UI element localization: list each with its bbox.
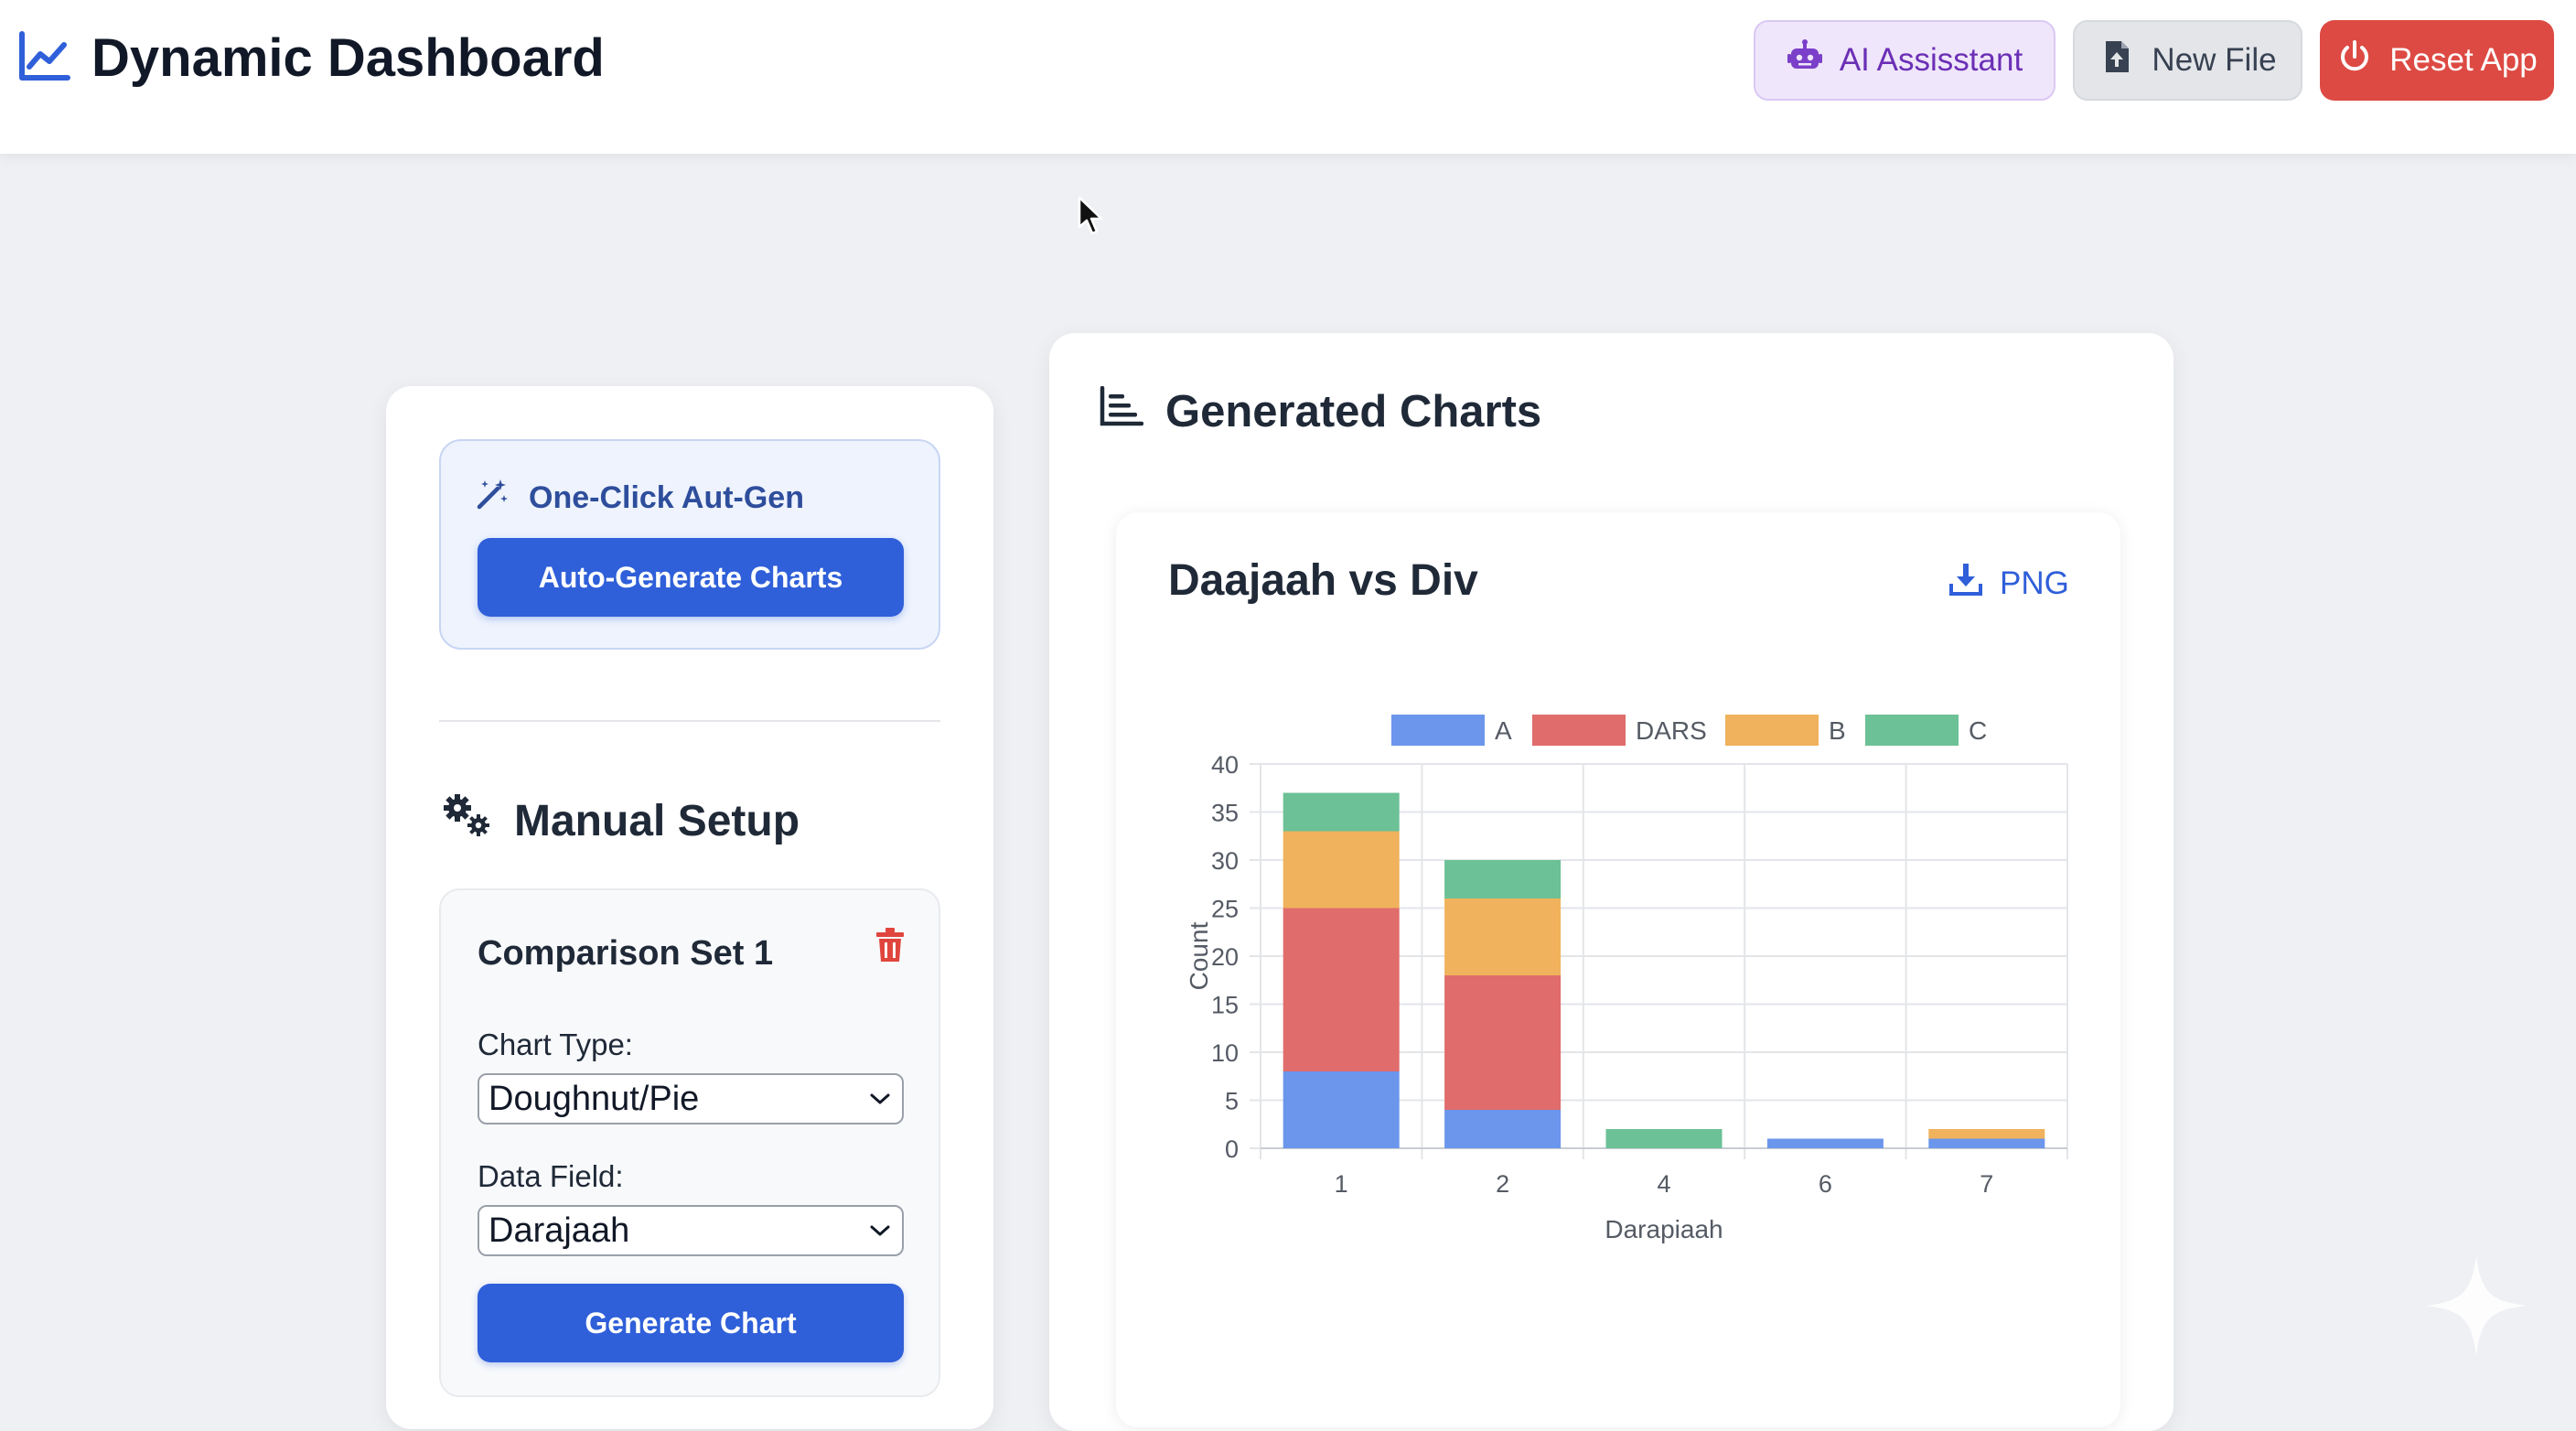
data-field-select[interactable]: Darajaah xyxy=(478,1205,904,1256)
top-bar: Dynamic Dashboard AI Assisstant New File… xyxy=(0,0,2576,154)
auto-generate-card: One-Click Aut-Gen Auto-Generate Charts xyxy=(439,439,940,650)
generate-chart-button[interactable]: Generate Chart xyxy=(478,1284,904,1362)
legend-swatch-dars xyxy=(1532,715,1626,746)
x-tick-label: 1 xyxy=(1335,1170,1348,1198)
bar-segment-a xyxy=(1283,1071,1400,1148)
y-tick-label: 40 xyxy=(1211,751,1239,779)
file-upload-icon xyxy=(2098,38,2152,83)
stacked-bar-chart: 0 5 10 15 20 25 30 35 40 1 2 4 6 7 Darapiaah Count A DARS… xyxy=(1185,715,2068,1243)
ai-assistant-button[interactable]: AI Assisstant xyxy=(1754,20,2055,101)
y-tick-label: 5 xyxy=(1225,1088,1239,1115)
robot-icon xyxy=(1787,38,1840,83)
bar-segment-a xyxy=(1766,1138,1884,1148)
generated-charts-heading: Generated Charts xyxy=(1100,385,1542,437)
y-axis-title: Count xyxy=(1185,921,1213,990)
bar-segment-c xyxy=(1444,860,1562,898)
divider xyxy=(439,720,940,722)
magic-wand-icon xyxy=(476,478,529,519)
trash-icon[interactable] xyxy=(875,927,906,963)
manual-setup-title: Manual Setup xyxy=(514,796,800,845)
comparison-set-title: Comparison Set 1 xyxy=(478,934,774,973)
legend-swatch-a xyxy=(1391,715,1485,746)
download-png-label: PNG xyxy=(2000,565,2069,601)
legend-label-a: A xyxy=(1495,716,1512,745)
chart-type-value: Doughnut/Pie xyxy=(488,1079,700,1118)
app-title: Dynamic Dashboard xyxy=(91,28,605,88)
reset-app-button[interactable]: Reset App xyxy=(2320,20,2554,101)
power-icon xyxy=(2336,38,2389,83)
bar-chart-icon xyxy=(1100,385,1165,437)
x-tick-label: 7 xyxy=(1980,1170,1993,1198)
line-chart-icon xyxy=(16,28,71,88)
bar-segment-b xyxy=(1928,1129,2045,1139)
generated-charts-title: Generated Charts xyxy=(1165,387,1542,436)
comparison-set-card: Comparison Set 1 Chart Type: Doughnut/Pi… xyxy=(439,888,940,1397)
data-field-label: Data Field: xyxy=(478,1159,624,1193)
y-tick-label: 35 xyxy=(1211,800,1239,827)
brand: Dynamic Dashboard xyxy=(16,27,605,89)
y-tick-label: 0 xyxy=(1225,1135,1239,1163)
sparkle-icon xyxy=(2426,1255,2527,1361)
reset-app-label: Reset App xyxy=(2389,42,2538,78)
y-tick-label: 10 xyxy=(1211,1039,1239,1067)
y-tick-label: 15 xyxy=(1211,992,1239,1019)
new-file-label: New File xyxy=(2152,42,2277,78)
download-icon xyxy=(1948,562,2000,605)
chart-type-select[interactable]: Doughnut/Pie xyxy=(478,1073,904,1124)
legend-label-dars: DARS xyxy=(1636,716,1707,745)
data-field-value: Darajaah xyxy=(488,1210,630,1250)
gears-icon xyxy=(439,791,514,850)
bar-segment-c xyxy=(1605,1129,1723,1148)
legend-label-c: C xyxy=(1969,716,1987,745)
legend-swatch-c xyxy=(1865,715,1959,746)
mouse-cursor-icon xyxy=(1078,196,1105,241)
manual-setup-heading: Manual Setup xyxy=(439,791,800,850)
bar-segment-b xyxy=(1283,831,1400,909)
bar-segment-c xyxy=(1283,792,1400,832)
bar-segment-a xyxy=(1928,1138,2045,1148)
bar-segment-dars xyxy=(1444,975,1562,1110)
auto-generate-charts-button[interactable]: Auto-Generate Charts xyxy=(478,538,904,617)
y-tick-label: 25 xyxy=(1211,896,1239,923)
y-tick-label: 30 xyxy=(1211,847,1239,875)
new-file-button[interactable]: New File xyxy=(2073,20,2302,101)
y-tick-label: 20 xyxy=(1211,943,1239,971)
ai-assistant-label: AI Assisstant xyxy=(1839,42,2023,78)
chart-type-label: Chart Type: xyxy=(478,1028,633,1061)
x-tick-label: 6 xyxy=(1819,1170,1832,1198)
bar-segment-b xyxy=(1444,898,1562,975)
auto-generate-title-text: One-Click Aut-Gen xyxy=(529,480,804,515)
auto-generate-title: One-Click Aut-Gen xyxy=(476,478,804,519)
chart-title: Daajaah vs Div xyxy=(1168,556,1478,605)
bar-segment-a xyxy=(1444,1110,1562,1148)
x-axis-title: Darapiaah xyxy=(1605,1215,1723,1243)
legend-swatch-b xyxy=(1725,715,1819,746)
x-tick-label: 4 xyxy=(1657,1170,1670,1198)
bar-segment-dars xyxy=(1283,908,1400,1071)
x-tick-label: 2 xyxy=(1496,1170,1509,1198)
legend-label-b: B xyxy=(1829,716,1846,745)
download-png-button[interactable]: PNG xyxy=(1948,562,2069,605)
